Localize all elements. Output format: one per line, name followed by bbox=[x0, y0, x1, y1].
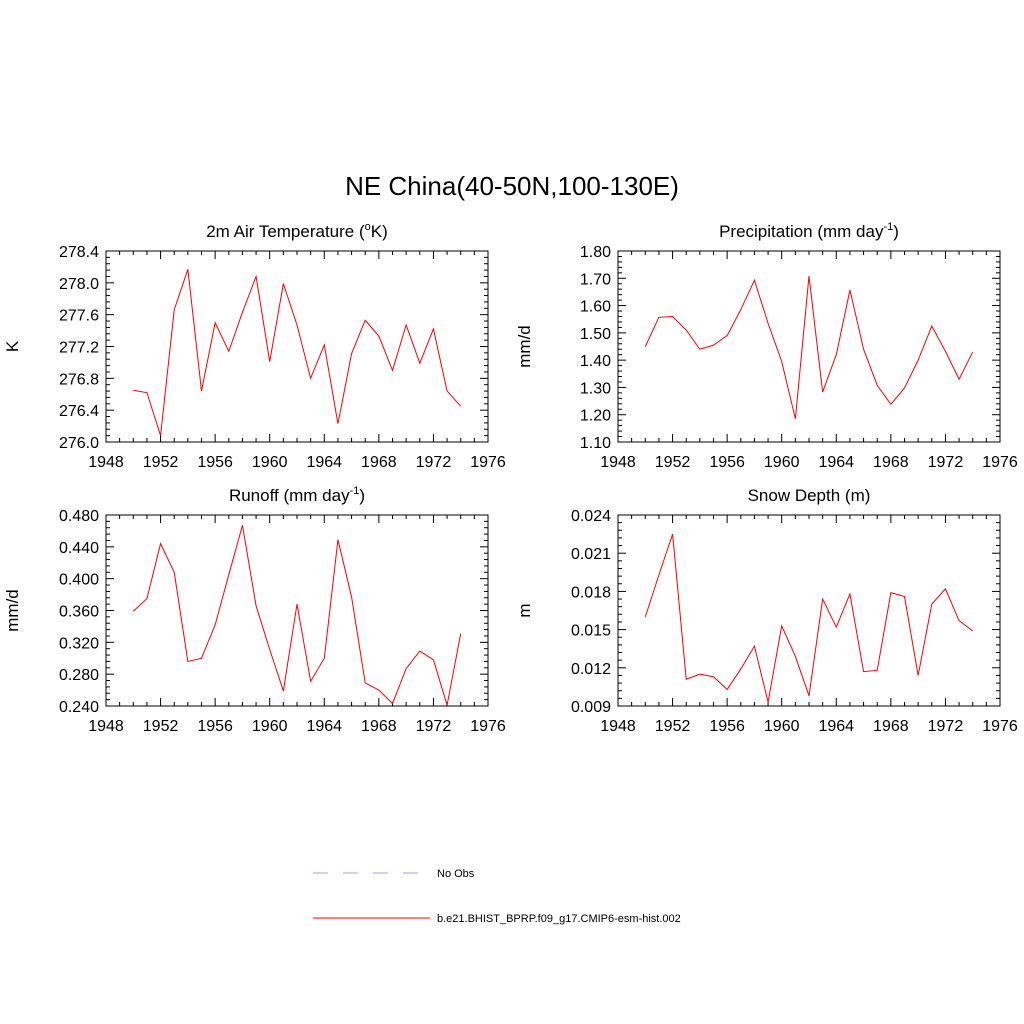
y-tick-label: 1.60 bbox=[580, 299, 611, 316]
panel-1: 2m Air Temperature (oK) 1948 1952 1956 1960 1… bbox=[3, 221, 506, 471]
panel-title-superscript: -1 bbox=[883, 221, 893, 233]
x-tick-label: 1968 bbox=[361, 718, 397, 735]
x-tick-label: 1948 bbox=[600, 454, 636, 471]
x-tick-label: 1956 bbox=[197, 454, 233, 471]
x-tick-label: 1952 bbox=[143, 454, 179, 471]
x-tick-label: 1948 bbox=[88, 454, 124, 471]
y-tick-label: 1.50 bbox=[580, 326, 611, 343]
series-line-1 bbox=[132, 525, 462, 706]
panel-title: Runoff (mm day-1) bbox=[229, 485, 365, 505]
y-tick-label: 0.009 bbox=[571, 699, 611, 716]
panel-title: 2m Air Temperature (oK) bbox=[206, 221, 388, 241]
y-tick-label: 1.10 bbox=[580, 435, 611, 452]
y-tick-label: 0.320 bbox=[59, 635, 99, 652]
plot-frame bbox=[617, 514, 1001, 707]
x-tick-label: 1964 bbox=[818, 718, 854, 735]
series-line-1 bbox=[133, 269, 462, 436]
series-line-1 bbox=[644, 276, 974, 419]
x-tick-label: 1964 bbox=[818, 454, 854, 471]
x-tick-label: 1952 bbox=[143, 718, 179, 735]
x-tick-label: 1976 bbox=[982, 454, 1018, 471]
x-tick-label: 1968 bbox=[873, 718, 909, 735]
x-tick-label: 1972 bbox=[416, 718, 452, 735]
x-tick-label: 1948 bbox=[600, 718, 636, 735]
x-tick-label: 1972 bbox=[928, 718, 964, 735]
y-tick-label: 0.280 bbox=[59, 667, 99, 684]
x-tick-label: 1968 bbox=[361, 454, 397, 471]
x-tick-label: 1976 bbox=[982, 718, 1018, 735]
y-tick-label: 1.80 bbox=[580, 244, 611, 261]
panel-title-superscript: -1 bbox=[350, 485, 360, 497]
y-tick-label: 0.021 bbox=[571, 546, 611, 563]
panel-title-end: ) bbox=[359, 486, 365, 505]
y-axis-label: m bbox=[515, 603, 534, 617]
y-tick-label: 0.018 bbox=[571, 584, 611, 601]
panel-title-end: K) bbox=[371, 222, 388, 241]
panel-title: Snow Depth (m) bbox=[748, 486, 871, 505]
y-tick-label: 0.440 bbox=[59, 540, 99, 557]
y-tick-label: 276.4 bbox=[59, 403, 99, 420]
y-tick-label: 0.360 bbox=[59, 604, 99, 621]
x-tick-label: 1972 bbox=[416, 454, 452, 471]
y-tick-label: 0.024 bbox=[571, 508, 611, 525]
y-tick-label: 278.4 bbox=[59, 244, 99, 261]
x-tick-label: 1976 bbox=[470, 454, 506, 471]
panel-title-main: 2m Air Temperature ( bbox=[206, 222, 365, 241]
y-axis-label: K bbox=[3, 340, 22, 352]
panel-4: Snow Depth (m) 1948 1952 1956 1960 1964 1968 19… bbox=[515, 486, 1018, 735]
x-tick-label: 1960 bbox=[764, 454, 800, 471]
y-axis-label: mm/d bbox=[515, 325, 534, 368]
legend-item-1: No Obs bbox=[313, 868, 475, 880]
x-tick-label: 1976 bbox=[470, 718, 506, 735]
y-tick-label: 0.480 bbox=[59, 508, 99, 525]
x-tick-label: 1952 bbox=[655, 718, 691, 735]
legend-item-2: b.e21.BHIST_BPRP.f09_g17.CMIP6-esm-hist.… bbox=[313, 913, 681, 925]
y-tick-label: 0.240 bbox=[59, 699, 99, 716]
x-tick-label: 1964 bbox=[306, 718, 342, 735]
panel-title-main: Snow Depth (m) bbox=[748, 486, 871, 505]
x-tick-label: 1956 bbox=[709, 718, 745, 735]
x-tick-label: 1960 bbox=[252, 454, 288, 471]
panel-3: Runoff (mm day-1) 1948 1952 1956 1960 1964 196… bbox=[3, 485, 506, 735]
x-tick-label: 1948 bbox=[88, 718, 124, 735]
y-tick-label: 0.015 bbox=[571, 623, 611, 640]
x-tick-label: 1956 bbox=[709, 454, 745, 471]
y-tick-label: 1.20 bbox=[580, 408, 611, 425]
y-tick-label: 0.012 bbox=[571, 661, 611, 678]
y-tick-label: 1.70 bbox=[580, 271, 611, 288]
panel-2: Precipitation (mm day-1) 1948 1952 1956 1960… bbox=[515, 221, 1018, 471]
series-line-1 bbox=[644, 533, 974, 703]
x-tick-label: 1956 bbox=[197, 718, 233, 735]
legend-label-2: b.e21.BHIST_BPRP.f09_g17.CMIP6-esm-hist.… bbox=[437, 913, 681, 925]
legend-label-1: No Obs bbox=[437, 868, 475, 880]
y-tick-label: 277.6 bbox=[59, 308, 99, 325]
panel-title-end: ) bbox=[893, 222, 899, 241]
y-tick-label: 1.30 bbox=[580, 380, 611, 397]
y-tick-label: 276.8 bbox=[59, 371, 99, 388]
y-axis-label: mm/d bbox=[3, 589, 22, 632]
x-tick-label: 1968 bbox=[873, 454, 909, 471]
x-tick-label: 1964 bbox=[306, 454, 342, 471]
x-tick-label: 1960 bbox=[252, 718, 288, 735]
panel-title: Precipitation (mm day-1) bbox=[719, 221, 899, 241]
legend: No Obs b.e21.BHIST_BPRP.f09_g17.CMIP6-esm… bbox=[313, 868, 681, 925]
x-tick-label: 1960 bbox=[764, 718, 800, 735]
panel-title-superscript: o bbox=[365, 221, 371, 233]
plot-frame bbox=[105, 514, 489, 707]
y-tick-label: 0.400 bbox=[59, 572, 99, 589]
y-tick-label: 278.0 bbox=[59, 276, 99, 293]
x-tick-label: 1972 bbox=[928, 454, 964, 471]
y-tick-label: 1.40 bbox=[580, 353, 611, 370]
x-tick-label: 1952 bbox=[655, 454, 691, 471]
y-tick-label: 276.0 bbox=[59, 435, 99, 452]
panel-title-main: Runoff (mm day bbox=[229, 486, 350, 505]
panel-title-main: Precipitation (mm day bbox=[719, 222, 884, 241]
main-title: NE China(40-50N,100-130E) bbox=[345, 171, 679, 201]
y-tick-label: 277.2 bbox=[59, 340, 99, 357]
panels: 2m Air Temperature (oK)1948 1952 1956 1960 1… bbox=[3, 221, 1018, 735]
